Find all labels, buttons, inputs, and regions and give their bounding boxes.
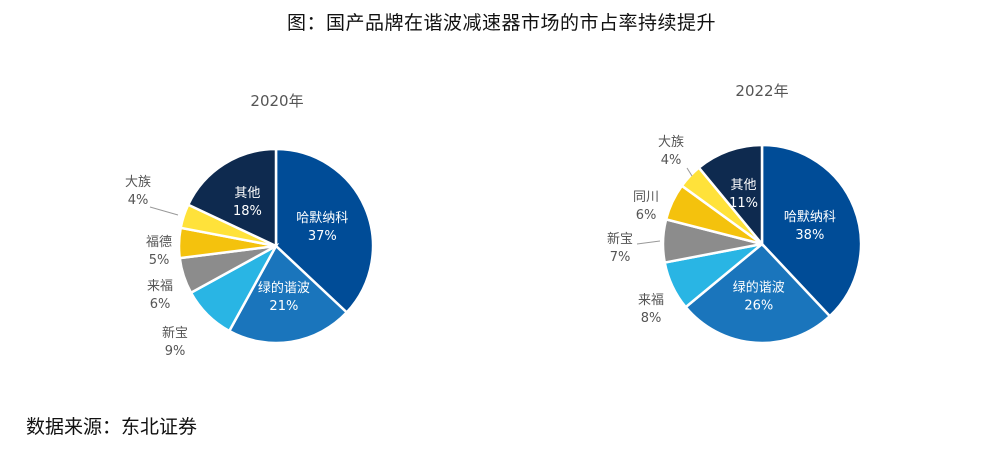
- pie-0-slice-value-4: 5%: [149, 253, 170, 268]
- chart-title-2020: 2020年: [250, 92, 304, 110]
- pie-1-slice-name-0: 哈默纳科: [784, 209, 836, 225]
- pie-1-slice-value-2: 8%: [641, 311, 662, 326]
- pie-0-slice-value-5: 4%: [128, 193, 149, 208]
- pie-0-slice-value-2: 9%: [165, 344, 186, 359]
- pie-0-slice-name-5: 大族: [125, 174, 151, 190]
- pie-0-slice-0: [274, 147, 375, 315]
- pie-0-slice-value-1: 21%: [269, 299, 298, 314]
- pie-1-slice-value-6: 11%: [729, 196, 758, 211]
- pie-0-slice-name-3: 来福: [147, 279, 173, 294]
- pie-0-slice-name-4: 福德: [146, 235, 172, 250]
- pie-0-slice-value-3: 6%: [150, 297, 171, 312]
- pie-0-slice-name-0: 哈默纳科: [296, 210, 348, 226]
- pie-1-slice-name-6: 其他: [731, 178, 757, 193]
- pie-0-slice-value-0: 37%: [308, 229, 337, 244]
- pie-0-slice-value-6: 18%: [233, 204, 262, 219]
- pie-1-slice-value-0: 38%: [795, 228, 824, 243]
- pie-0-slice-6: [186, 147, 278, 248]
- pie-1-leader-line-3: [636, 240, 661, 245]
- pie-1-slice-6: [697, 143, 764, 248]
- pie-0-slice-name-2: 新宝: [162, 325, 188, 341]
- pie-0-slice-1: [227, 243, 349, 345]
- pie-0-leader-line-5: [149, 206, 179, 216]
- pie-2022: 哈默纳科 38% 绿的谐波 26% 来福 8% 新宝 7% 同川 6% 大族 4% 其他 11%: [607, 134, 863, 345]
- source-note: 数据来源：东北证券: [26, 416, 198, 438]
- pie-1-slice-1: [683, 242, 832, 345]
- pie-1-slice-name-4: 同川: [633, 190, 659, 205]
- pie-1-slice-value-4: 6%: [636, 208, 657, 223]
- pie-1-slice-name-3: 新宝: [607, 231, 633, 247]
- pie-2020: 哈默纳科 37% 绿的谐波 21% 新宝 9% 来福 6% 福德 5% 大族 4% 其他 18%: [125, 147, 375, 359]
- figure-title: 图：国产品牌在谐波减速器市场的市占率持续提升: [286, 12, 716, 34]
- pie-1-slice-value-1: 26%: [744, 298, 773, 313]
- chart-title-2022: 2022年: [735, 82, 789, 100]
- pie-1-slice-0: [760, 143, 863, 318]
- pie-1-slice-name-5: 大族: [658, 134, 684, 150]
- pie-1-leader-line-5: [686, 167, 693, 177]
- pie-1-slice-value-5: 4%: [661, 153, 682, 168]
- pie-1-slice-name-2: 来福: [638, 293, 664, 308]
- pie-0-slice-name-6: 其他: [234, 186, 260, 201]
- pie-0-slice-name-1: 绿的谐波: [258, 280, 310, 296]
- pie-1-slice-name-1: 绿的谐波: [733, 279, 785, 295]
- pie-1-slice-value-3: 7%: [610, 250, 631, 265]
